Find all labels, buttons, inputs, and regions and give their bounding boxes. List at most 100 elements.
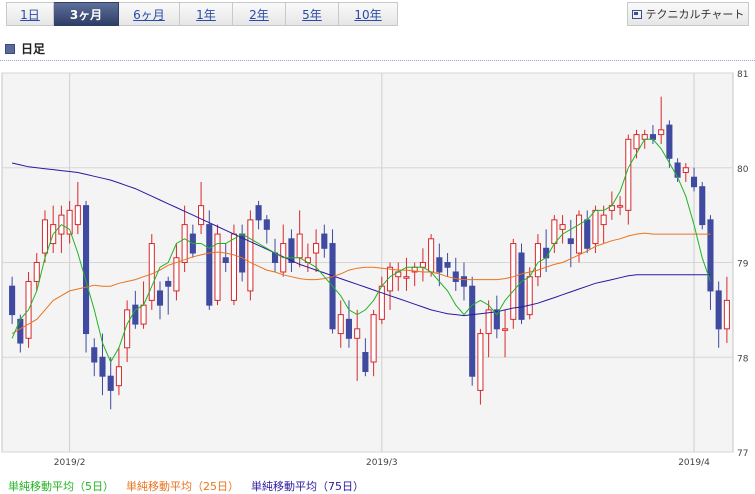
x-tick-label: 2019/3: [366, 458, 398, 468]
candle-body: [107, 375, 114, 391]
candle-body: [165, 280, 172, 287]
candle-body: [41, 219, 49, 254]
y-tick-label: 80: [737, 165, 749, 175]
period-tabs: 1日 3ヶ月 6ヶ月 1年 2年 5年 10年: [6, 2, 398, 26]
candle-body: [66, 209, 73, 235]
tab-6[interactable]: 10年: [339, 2, 398, 26]
candle-body: [9, 285, 16, 316]
candle-body: [239, 233, 246, 273]
candle-body: [222, 257, 229, 264]
candle-body: [321, 233, 328, 249]
candle-body: [74, 205, 81, 226]
candle-body: [288, 238, 295, 263]
candle-body: [649, 134, 656, 140]
candle-body: [559, 224, 566, 230]
candle-body: [181, 224, 188, 264]
candle-body: [502, 328, 509, 331]
candle-body: [124, 309, 131, 349]
candle-body: [510, 243, 517, 320]
tab-3[interactable]: 1年: [180, 2, 233, 26]
tab-0[interactable]: 1日: [6, 2, 54, 26]
section-divider: [0, 60, 755, 61]
candle-body: [99, 356, 106, 377]
candle-body: [115, 366, 122, 387]
ma5-line: [11, 138, 711, 364]
candle-body: [148, 243, 155, 301]
candle-body: [214, 233, 221, 301]
ma25-line: [11, 232, 711, 335]
candle-body: [633, 134, 640, 150]
candle-body: [156, 290, 164, 306]
candle-body: [715, 290, 722, 330]
candle-body: [567, 238, 574, 245]
y-tick-label: 77: [737, 449, 748, 459]
y-tick-label: 81: [737, 70, 748, 80]
legend-item-0: 単純移動平均（5日）: [8, 480, 114, 493]
tab-5[interactable]: 5年: [286, 2, 339, 26]
chart-window-icon: [631, 9, 642, 19]
candle-body: [477, 333, 484, 391]
ma75-line: [11, 162, 711, 317]
candle-body: [460, 276, 468, 287]
candle-body: [600, 214, 607, 226]
candle-body: [534, 243, 541, 278]
candle-body: [263, 219, 270, 230]
candle-body: [551, 219, 558, 245]
candle-body: [33, 262, 40, 282]
candle-body: [444, 262, 451, 268]
candle-body: [469, 285, 476, 377]
technical-chart-button[interactable]: テクニカルチャート: [627, 2, 749, 26]
candle-body: [140, 304, 147, 325]
candle-body: [296, 233, 303, 259]
tab-1[interactable]: 3ヶ月: [54, 2, 119, 26]
tab-2[interactable]: 6ヶ月: [119, 2, 180, 26]
legend-item-2: 単純移動平均（75日）: [251, 480, 364, 493]
candle-body: [723, 299, 730, 330]
candle-body: [493, 309, 500, 330]
candle-body: [699, 186, 706, 226]
candle-body: [707, 219, 714, 292]
candle-body: [370, 314, 377, 363]
candle-body: [428, 238, 435, 273]
candle-body: [91, 347, 98, 363]
technical-chart-label: テクニカルチャート: [645, 8, 745, 21]
section-title: 日足: [21, 42, 46, 56]
candle-body: [337, 314, 344, 335]
candle-body: [206, 224, 213, 306]
x-tick-label: 2019/4: [678, 458, 710, 468]
candle-body: [641, 134, 648, 140]
candle-body: [255, 205, 262, 221]
legend: 単純移動平均（5日） 単純移動平均（25日） 単純移動平均（75日）: [8, 478, 364, 494]
candle-body: [419, 262, 426, 268]
candle-body: [313, 243, 320, 254]
candle-body: [658, 129, 665, 136]
candle-body: [690, 176, 698, 188]
candle-body: [625, 138, 632, 211]
candle-body: [452, 271, 459, 282]
candle-body: [518, 252, 525, 320]
section-header: 日足: [5, 40, 45, 57]
candle-body: [173, 257, 180, 292]
candle-body: [132, 304, 139, 325]
candle-body: [362, 352, 369, 372]
candle-body: [354, 328, 361, 339]
legend-item-1: 単純移動平均（25日）: [126, 480, 239, 493]
candle-body: [378, 285, 385, 320]
candle-body: [617, 205, 624, 208]
candle-body: [230, 233, 237, 301]
candle-body: [83, 205, 90, 335]
tab-4[interactable]: 2年: [233, 2, 286, 26]
x-tick-label: 2019/2: [54, 458, 86, 468]
candle-body: [543, 247, 550, 259]
y-tick-label: 79: [737, 260, 749, 270]
candle-body: [584, 219, 591, 249]
candle-body: [247, 219, 254, 292]
candle-body: [485, 309, 492, 335]
candle-body: [682, 167, 689, 173]
candle-body: [198, 205, 205, 226]
candle-body: [666, 124, 673, 159]
candle-body: [345, 318, 353, 339]
candle-body: [592, 209, 599, 245]
y-tick-label: 78: [737, 354, 749, 364]
